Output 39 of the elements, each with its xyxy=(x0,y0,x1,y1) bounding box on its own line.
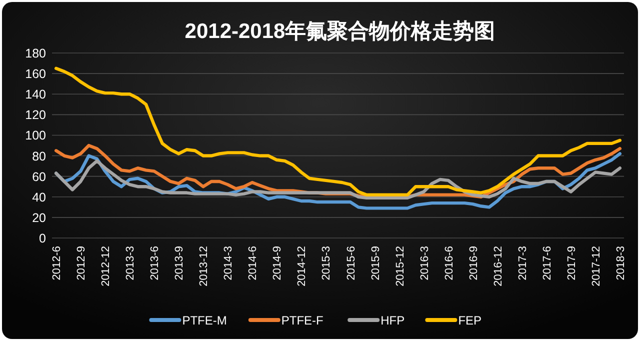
x-tick-label: 2017-12 xyxy=(590,246,602,286)
x-tick-label: 2016-9 xyxy=(468,246,480,280)
x-tick-label: 2017-3 xyxy=(516,246,529,280)
y-tick-label: 120 xyxy=(25,108,46,122)
y-tick-label: 160 xyxy=(25,67,46,82)
legend-label: FEP xyxy=(458,314,482,328)
x-tick-label: 2018-3 xyxy=(614,246,627,280)
y-tick-label: 40 xyxy=(32,190,46,204)
x-tick-label: 2012-6 xyxy=(51,246,64,280)
y-tick-label: 180 xyxy=(25,46,46,60)
legend-label: HFP xyxy=(380,314,405,328)
y-tick-label: 80 xyxy=(32,149,46,164)
y-tick-label: 100 xyxy=(25,128,46,143)
x-tick-label: 2013-3 xyxy=(124,246,137,280)
x-tick-label: 2015-9 xyxy=(370,246,382,280)
x-tick-label: 2014-12 xyxy=(296,246,308,286)
x-tick-label: 2015-6 xyxy=(345,246,358,280)
x-tick-label: 2017-6 xyxy=(541,246,554,280)
y-tick-label: 20 xyxy=(32,210,46,225)
x-tick-label: 2013-9 xyxy=(174,246,186,280)
x-tick-label: 2015-3 xyxy=(320,246,333,280)
x-tick-label: 2013-6 xyxy=(149,246,162,280)
x-tick-label: 2013-12 xyxy=(198,246,210,286)
x-tick-label: 2012-12 xyxy=(100,246,112,286)
x-tick-label: 2016-3 xyxy=(418,246,431,280)
x-tick-label: 2012-9 xyxy=(76,246,88,280)
y-tick-label: 60 xyxy=(32,170,46,184)
y-tick-label: 0 xyxy=(39,232,46,246)
x-tick-label: 2015-12 xyxy=(394,246,406,286)
chart-title: 2012-2018年氟聚合物价格走势图 xyxy=(184,20,496,43)
x-tick-label: 2016-12 xyxy=(492,246,504,286)
legend-label: PTFE-F xyxy=(281,314,324,328)
x-tick-label: 2017-9 xyxy=(566,246,578,280)
x-tick-label: 2014-3 xyxy=(222,246,235,280)
x-tick-label: 2014-6 xyxy=(247,246,260,280)
x-tick-label: 2016-6 xyxy=(443,246,456,280)
y-tick-label: 140 xyxy=(25,88,46,102)
legend-label: PTFE-M xyxy=(182,314,227,328)
x-tick-label: 2014-9 xyxy=(272,246,284,280)
